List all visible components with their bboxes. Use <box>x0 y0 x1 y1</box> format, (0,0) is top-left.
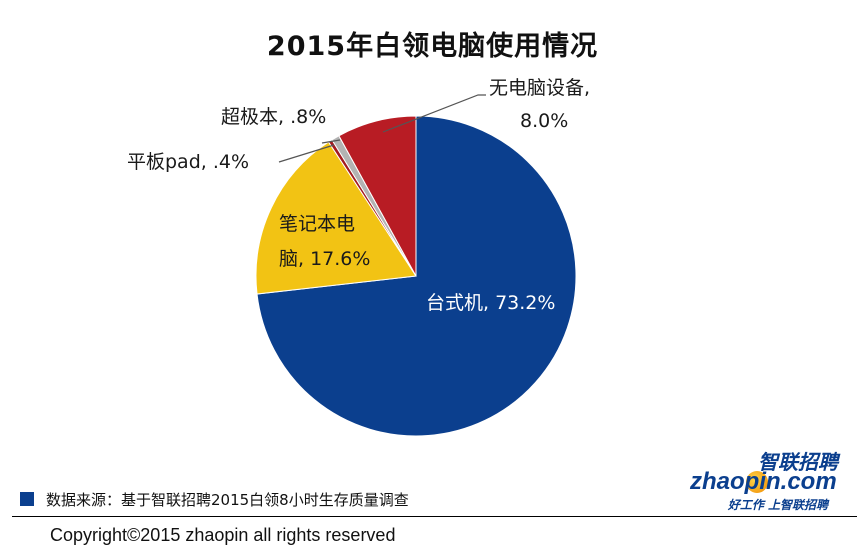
data-source: 数据来源：基于智联招聘2015白领8小时生存质量调查 <box>20 489 409 509</box>
slice-label-nodevice-line2: 8.0% <box>520 110 569 132</box>
source-text: 数据来源：基于智联招聘2015白领8小时生存质量调查 <box>46 490 409 509</box>
leader-line-nowdevice <box>382 94 486 133</box>
slice-label-tablet: 平板pad, .4% <box>127 151 250 173</box>
slice-label-desktop: 台式机, 73.2% <box>426 292 556 314</box>
zhaopin-logo: 智联招聘 zhaopin.com 好工作 上智联招聘 <box>690 446 850 512</box>
slice-label-laptop-line2: 脑, 17.6% <box>279 248 371 270</box>
logo-cn-name: 智联招聘 <box>758 450 838 474</box>
leader-line-ultrabook <box>321 139 341 144</box>
logo-slogan: 好工作 上智联招聘 <box>727 498 828 512</box>
leader-line-tablet <box>278 144 335 163</box>
source-marker-icon <box>20 492 34 506</box>
logo-dot-icon <box>746 471 768 493</box>
logo-en-name: zhaopin.com <box>690 468 837 495</box>
slice-label-nodevice-line1: 无电脑设备, <box>489 77 591 99</box>
chart-title: 2015年白领电脑使用情况 <box>266 31 599 62</box>
pie-slice-laptop <box>255 141 417 295</box>
copyright: Copyright©2015 zhaopin all rights reserv… <box>50 525 396 545</box>
slice-label-ultrabook: 超极本, .8% <box>221 106 327 128</box>
pie-slice-no-device <box>338 115 417 277</box>
footer-divider <box>12 516 857 517</box>
slice-label-laptop-line1: 笔记本电 <box>279 213 356 235</box>
